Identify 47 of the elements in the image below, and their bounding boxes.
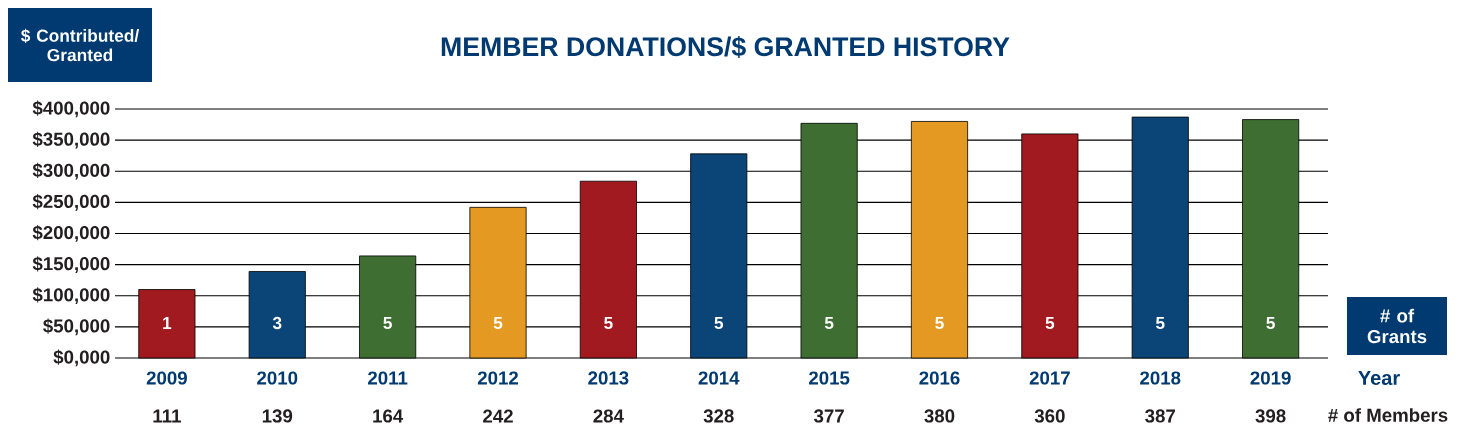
- chart-title: MEMBER DONATIONS/$ GRANTED HISTORY: [441, 36, 1010, 58]
- y-tick-label: $50,000: [43, 318, 110, 336]
- text: 284: [593, 409, 624, 423]
- text: 398: [1255, 409, 1286, 423]
- text: 164: [373, 409, 404, 423]
- x-tick-label: 2013: [588, 371, 629, 385]
- annotation: 5: [383, 316, 392, 330]
- x-tick-label: 2010: [257, 371, 298, 385]
- x-tick-label: 2014: [698, 371, 740, 385]
- text: 111: [153, 409, 181, 423]
- y-tick-label: $300,000: [32, 162, 110, 180]
- text: 377: [813, 409, 844, 423]
- y-tick-label: $150,000: [32, 256, 110, 273]
- annotation: 1: [163, 317, 172, 329]
- text: 328: [703, 409, 734, 423]
- text: 242: [483, 409, 513, 423]
- annotation: 5: [1045, 316, 1055, 330]
- annotation: 5: [604, 316, 613, 330]
- x-axis-title: Year: [1358, 371, 1400, 385]
- y-tick-label: $250,000: [32, 193, 110, 211]
- text: 139: [262, 409, 293, 423]
- x-tick-label: 2016: [919, 371, 960, 385]
- annotation: 5: [493, 316, 503, 330]
- annotation: 3: [272, 316, 282, 330]
- y-tick-label: $200,000: [32, 225, 110, 242]
- annotation: 5: [1266, 316, 1275, 330]
- text: 380: [924, 409, 955, 423]
- text: 387: [1145, 409, 1175, 423]
- y-tick-label: $0,000: [53, 349, 110, 367]
- annotation: 5: [714, 316, 724, 330]
- x-tick-label: 2018: [1140, 371, 1181, 385]
- x-tick-label: 2011: [368, 371, 408, 385]
- text: # of Grants: [1367, 308, 1427, 344]
- x-tick-label: 2017: [1029, 371, 1070, 385]
- x-tick-label: 2015: [809, 371, 850, 385]
- x-tick-label: 2009: [146, 371, 187, 385]
- annotation: 5: [1155, 316, 1165, 330]
- x-tick-label: 2019: [1250, 371, 1291, 385]
- y-tick-label: $350,000: [32, 131, 110, 149]
- y-axis-title: $ Contributed/ Granted: [21, 28, 140, 62]
- x-tick-label: 2012: [477, 371, 519, 385]
- text: 360: [1034, 409, 1065, 423]
- annotation: 5: [935, 316, 944, 330]
- y-tick-label: $400,000: [32, 100, 110, 118]
- y-tick-label: $100,000: [32, 287, 110, 305]
- annotation: 5: [824, 316, 834, 330]
- text: # of Members: [1328, 408, 1448, 422]
